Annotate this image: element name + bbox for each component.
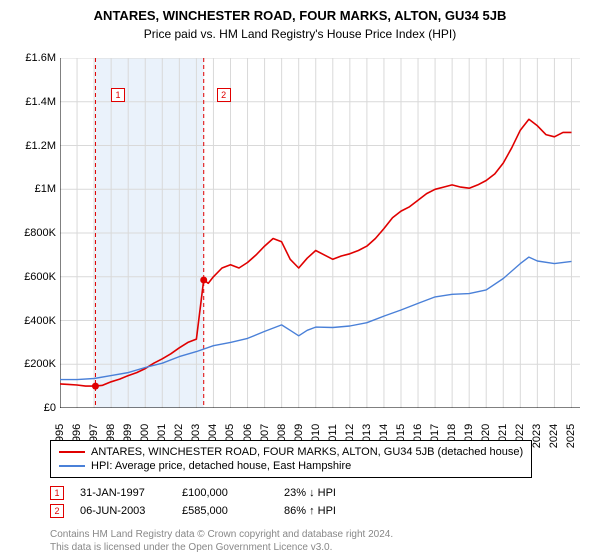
legend: ANTARES, WINCHESTER ROAD, FOUR MARKS, AL… [50,440,532,478]
x-tick-label: 2025 [565,421,577,451]
note-marker-icon: 2 [50,504,64,518]
chart-subtitle: Price paid vs. HM Land Registry's House … [0,23,600,41]
note-date: 06-JUN-2003 [80,505,166,517]
plot-area: £0£200K£400K£600K£800K£1M£1.2M£1.4M£1.6M… [60,58,580,408]
x-tick-label: 2024 [548,421,560,451]
legend-label: HPI: Average price, detached house, East… [91,460,351,472]
legend-item: ANTARES, WINCHESTER ROAD, FOUR MARKS, AL… [59,445,523,459]
chart-title: ANTARES, WINCHESTER ROAD, FOUR MARKS, AL… [0,0,600,23]
y-tick-label: £0 [8,402,56,414]
legend-swatch [59,465,85,467]
legend-item: HPI: Average price, detached house, East… [59,459,523,473]
y-tick-label: £1.2M [8,140,56,152]
footer-line: This data is licensed under the Open Gov… [50,542,393,555]
transaction-notes: 1 31-JAN-1997 £100,000 23% ↓ HPI 2 06-JU… [50,484,370,520]
footer-line: Contains HM Land Registry data © Crown c… [50,529,393,542]
y-tick-label: £800K [8,227,56,239]
note-row: 2 06-JUN-2003 £585,000 86% ↑ HPI [50,502,370,520]
legend-swatch [59,451,85,453]
note-price: £585,000 [182,505,268,517]
chart-container: ANTARES, WINCHESTER ROAD, FOUR MARKS, AL… [0,0,600,560]
note-marker-icon: 1 [50,486,64,500]
footer-attribution: Contains HM Land Registry data © Crown c… [50,529,393,554]
y-tick-label: £600K [8,271,56,283]
note-pct: 86% ↑ HPI [284,505,370,517]
x-tick-label: 2023 [531,421,543,451]
y-tick-label: £1.6M [8,52,56,64]
chart-marker-label: 2 [217,88,231,102]
note-price: £100,000 [182,487,268,499]
y-tick-label: £400K [8,315,56,327]
y-tick-label: £1.4M [8,96,56,108]
y-tick-label: £200K [8,358,56,370]
legend-label: ANTARES, WINCHESTER ROAD, FOUR MARKS, AL… [91,446,523,458]
note-pct: 23% ↓ HPI [284,487,370,499]
y-tick-label: £1M [8,183,56,195]
chart-svg [60,58,580,408]
note-date: 31-JAN-1997 [80,487,166,499]
note-row: 1 31-JAN-1997 £100,000 23% ↓ HPI [50,484,370,502]
chart-marker-label: 1 [111,88,125,102]
